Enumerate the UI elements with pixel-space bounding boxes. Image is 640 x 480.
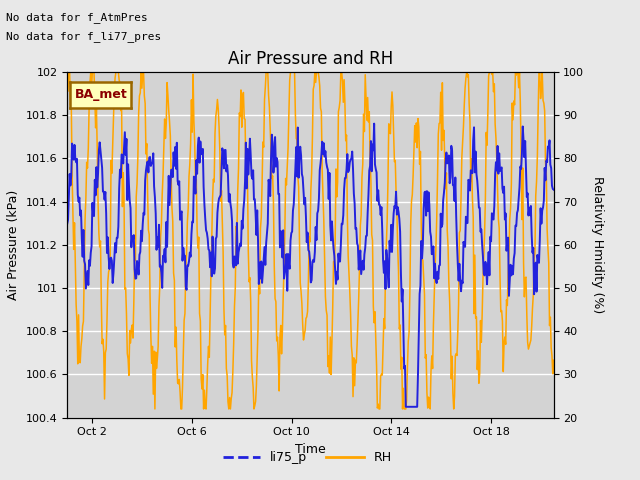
Text: BA_met: BA_met (74, 88, 127, 101)
Y-axis label: Air Pressure (kPa): Air Pressure (kPa) (7, 190, 20, 300)
Text: No data for f_li77_pres: No data for f_li77_pres (6, 31, 162, 42)
Legend: li75_p, RH: li75_p, RH (218, 446, 397, 469)
Title: Air Pressure and RH: Air Pressure and RH (228, 49, 393, 68)
Text: No data for f_AtmPres: No data for f_AtmPres (6, 12, 148, 23)
X-axis label: Time: Time (295, 443, 326, 456)
Y-axis label: Relativity Hmidity (%): Relativity Hmidity (%) (591, 176, 604, 313)
